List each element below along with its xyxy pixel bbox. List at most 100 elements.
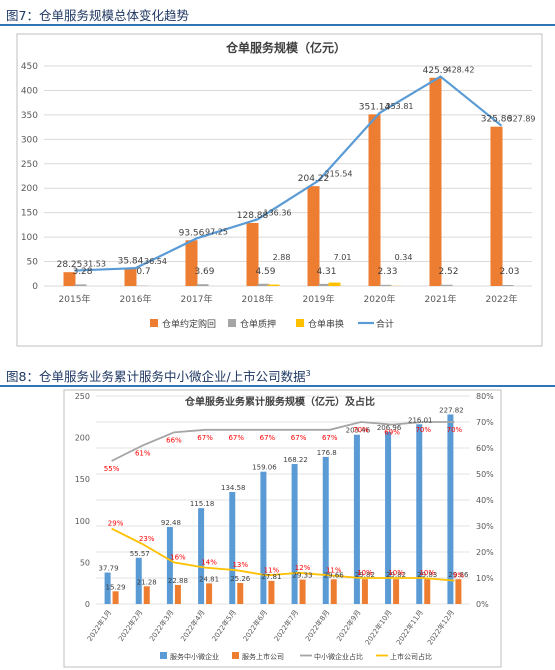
y-tick-label: 0 [85,600,90,609]
data-label-上市公司占比: 13% [232,561,248,569]
data-label-服务中小微企业: 176.8 [317,449,337,457]
legend-label: 服务中小微企业 [170,652,219,661]
data-label-服务中小微企业: 227.82 [439,406,464,414]
data-label-服务中小微企业: 168.22 [283,456,308,464]
bar-服务中小微企业 [260,471,267,604]
data-label-仓单约定购回: 28.25 [57,260,83,270]
data-label-合计: 31.53 [83,260,106,269]
y-tick-label: 200 [21,184,38,194]
x-tick-label: 2021年 [425,293,457,305]
data-label-上市公司占比: 12% [295,564,311,572]
legend-label: 仓单质押 [240,318,276,330]
data-label-中小微企业占比: 67% [260,434,276,442]
data-label-中小微企业占比: 61% [135,449,151,457]
bar-服务上市公司 [174,584,181,604]
data-label-仓单质押: 3.28 [72,267,92,277]
x-tick-label: 2019年 [303,293,335,305]
legend-label: 中小微企业占比 [314,652,363,661]
y2-tick-label: 70% [476,418,494,427]
data-label-仓单质押: 2.03 [499,267,519,277]
data-label-中小微企业占比: 67% [228,434,244,442]
bar-服务中小微企业 [353,434,360,604]
bar-服务中小微企业 [385,431,392,604]
data-label-合计: 428.42 [447,66,475,75]
line-total [74,75,503,272]
line-中小微企业占比 [111,421,455,462]
chart-warehouse-receipt-scale: 仓单服务规模（亿元） 0 50 100 150 200 250 300 350 400 450 201… [16,33,543,347]
data-label-合计: 327.89 [508,115,536,124]
legend-swatch [232,652,239,659]
bar-仓单约定购回 [307,186,320,286]
data-label-中小微企业占比: 67% [197,434,213,442]
data-label-上市公司占比: 9% [453,572,464,580]
caption-rule [0,24,555,26]
bar-服务中小微企业 [166,527,173,604]
chart-cumulative-service-scale: 仓单服务业务累计服务规模（亿元）及占比 0% 10% 20% 30% 40% 50% 60% 7… [63,389,502,668]
data-label-服务中小微企业: 216.01 [408,416,433,424]
bar-服务上市公司 [206,583,213,604]
data-label-仓单约定购回: 425.9 [423,66,449,76]
data-label-上市公司占比: 16% [170,553,186,561]
legend-swatch [296,319,304,327]
data-label-服务中小微企业: 55.57 [130,550,150,558]
y2-tick-label: 80% [476,392,494,401]
data-label-合计: 97.25 [205,227,228,236]
bar-仓单约定购回 [63,272,76,286]
data-label-中小微企业占比: 70% [447,426,463,434]
y2-tick-label: 20% [476,548,494,557]
data-label-服务上市公司: 15.29 [106,583,126,591]
bar-服务上市公司 [455,579,462,604]
figure-8-caption-text: 图8：仓单服务业务累计服务中小微企业/上市公司数据 [6,369,306,384]
bar-服务上市公司 [361,579,368,604]
bar-仓单质押 [257,283,270,286]
data-label-中小微企业占比: 69% [384,429,400,437]
data-label-服务上市公司: 27.81 [261,573,281,581]
data-label-上市公司占比: 14% [201,559,217,567]
legend-label: 仓单串换 [308,318,344,330]
y-tick-label: 250 [75,392,90,401]
y2-tick-label: 30% [476,522,494,531]
data-label-服务中小微企业: 37.79 [99,565,119,573]
legend-label: 合计 [376,318,394,330]
x-tick-label: 2017年 [181,293,213,305]
y-tick-label: 400 [21,86,38,96]
y2-tick-label: 60% [476,444,494,453]
bar-服务中小微企业 [198,508,205,604]
data-label-服务中小微企业: 115.18 [190,500,215,508]
bar-服务中小微企业 [229,492,236,604]
data-label-中小微企业占比: 67% [322,434,338,442]
legend-label: 仓单约定购回 [162,318,216,330]
data-label-服务上市公司: 29.82 [386,571,406,579]
bar-仓单约定购回 [185,240,198,286]
data-label-仓单约定购回: 93.56 [179,228,205,238]
data-label-仓单质押: 2.33 [377,267,397,277]
data-label-服务上市公司: 29.66 [324,571,345,579]
data-label-上市公司占比: 29% [108,520,124,528]
y-tick-label: 0 [32,282,38,292]
data-label-中小微企业占比: 67% [291,434,307,442]
data-label-中小微企业占比: 70% [415,426,431,434]
data-label-上市公司占比: 10% [357,569,373,577]
data-label-合计: 215.54 [325,170,353,179]
bar-仓单质押 [379,284,392,286]
data-label-服务上市公司: 29.33 [293,572,313,580]
chart-frame [16,33,543,347]
y-tick-label: 300 [21,135,38,145]
y-tick-label: 200 [75,434,90,443]
data-label-仓单约定购回: 325.86 [481,115,513,125]
data-label-上市公司占比: 10% [388,569,404,577]
y2-tick-label: 40% [476,496,494,505]
legend-swatch [150,319,158,327]
data-label-仓单约定购回: 128.88 [237,211,269,221]
data-label-仓单串换: 7.01 [334,253,352,262]
data-label-服务中小微企业: 203.46 [346,427,371,435]
bar-仓单质押 [440,284,453,286]
data-label-服务中小微企业: 92.48 [161,519,181,527]
y-tick-label: 250 [21,160,38,170]
bar-服务上市公司 [299,579,306,604]
y-tick-label: 350 [21,111,38,121]
data-label-仓单约定购回: 204.22 [298,174,330,184]
x-tick-label: 2016年 [120,293,152,305]
bar-服务中小微企业 [416,424,423,604]
x-tick-label: 2018年 [242,293,274,305]
